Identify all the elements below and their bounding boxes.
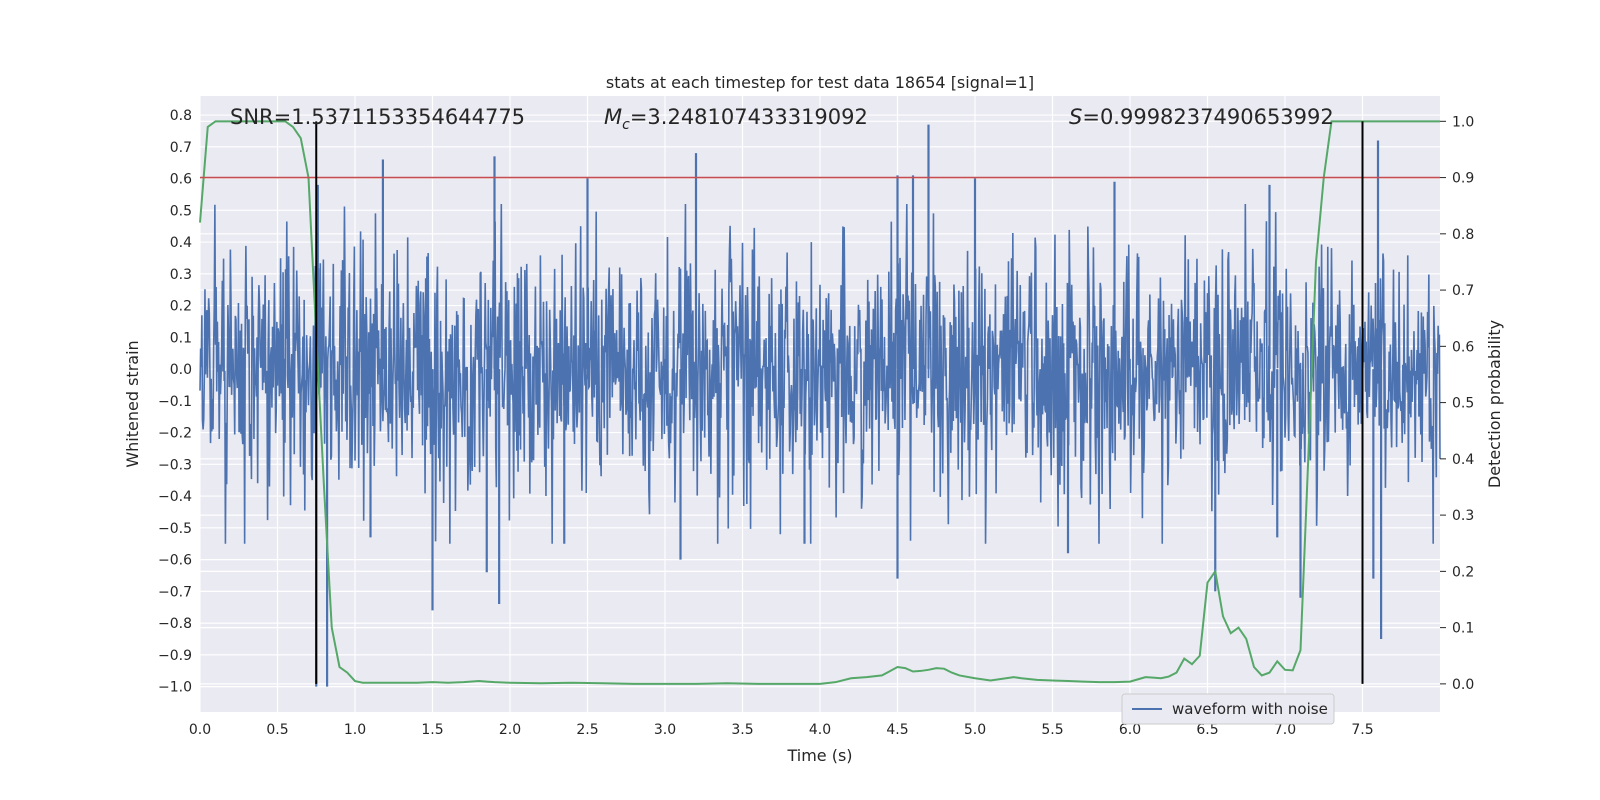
- s-annotation: S=0.9998237490653992: [1069, 105, 1334, 129]
- mc-annotation: Mc=3.248107433319092: [604, 105, 868, 133]
- y-left-tick-label: −0.9: [158, 648, 192, 664]
- x-tick-label: 3.5: [731, 722, 753, 738]
- y-left-tick-label: 0.8: [170, 108, 192, 124]
- y-right-tick-label: 0.8: [1452, 227, 1474, 243]
- y-left-tick-label: −0.5: [158, 521, 192, 537]
- mc-subscript: c: [622, 117, 630, 133]
- x-tick-label: 5.5: [1041, 722, 1063, 738]
- x-tick-label: 3.0: [654, 722, 676, 738]
- y-right-tick-label: 0.1: [1452, 621, 1474, 637]
- probability-line: [199, 120, 1440, 685]
- s-value: =0.9998237490653992: [1082, 105, 1333, 129]
- y-axis-label-left: Whitened strain: [123, 340, 142, 467]
- legend-label-waveform: waveform with noise: [1172, 700, 1328, 718]
- waveform-line: [199, 203, 1441, 544]
- x-axis-label: Time (s): [786, 746, 852, 765]
- y-right-tick-label: 0.6: [1452, 339, 1474, 355]
- x-tick-label: 0.0: [189, 722, 211, 738]
- y-left-tick-label: 0.5: [170, 203, 192, 219]
- y-left-tick-label: 0.2: [170, 299, 192, 315]
- y-right-tick-label: 1.0: [1452, 114, 1474, 130]
- y-right-tick-label: 0.0: [1452, 677, 1474, 693]
- y-left-tick-label: −0.6: [158, 553, 192, 569]
- x-tick-label: 6.0: [1119, 722, 1141, 738]
- x-tick-label: 4.0: [809, 722, 831, 738]
- y-left-tick-label: −0.4: [158, 489, 192, 505]
- x-tick-label: 2.0: [499, 722, 521, 738]
- x-tick-label: 1.5: [421, 722, 443, 738]
- y-left-tick-label: 0.4: [170, 235, 192, 251]
- snr-annotation: SNR=1.5371153354644775: [230, 105, 525, 129]
- x-tick-label: 7.0: [1274, 722, 1296, 738]
- y-left-tick-label: 0.0: [170, 362, 192, 378]
- y-right-tick-label: 0.7: [1452, 283, 1474, 299]
- legend: waveform with noise: [1121, 693, 1335, 725]
- y-left-tick-label: 0.3: [170, 267, 192, 283]
- x-tick-label: 6.5: [1196, 722, 1218, 738]
- y-left-tick-label: 0.6: [170, 172, 192, 188]
- y-left-tick-label: −0.3: [158, 457, 192, 473]
- y-left-tick-label: 0.1: [170, 330, 192, 346]
- mc-value: =3.248107433319092: [630, 105, 868, 129]
- markers: [200, 121, 1440, 684]
- y-right-tick-label: 0.5: [1452, 396, 1474, 412]
- y-right-tick-label: 0.2: [1452, 564, 1474, 580]
- x-tick-label: 0.5: [266, 722, 288, 738]
- x-tick-label: 5.0: [964, 722, 986, 738]
- y-axis-label-right: Detection probability: [1485, 320, 1504, 488]
- y-right-tick-label: 0.3: [1452, 508, 1474, 524]
- y-left-tick-label: −0.1: [158, 394, 192, 410]
- y-left-tick-label: 0.7: [170, 140, 192, 156]
- y-left-tick-label: −0.8: [158, 616, 192, 632]
- chart-title: stats at each timestep for test data 186…: [606, 73, 1034, 92]
- axes: 0.0 0.5 1.0 1.5 2.0 2.5 3.0 3.5 4.0 4.5 5.0 5.5 6.0 6…: [158, 108, 1474, 738]
- y-right-tick-label: 0.9: [1452, 171, 1474, 187]
- y-left-tick-label: −0.7: [158, 584, 192, 600]
- legend-box: [1121, 693, 1335, 725]
- y-right-tick-label: 0.4: [1452, 452, 1474, 468]
- mc-symbol: M: [604, 105, 622, 129]
- x-tick-label: 1.0: [344, 722, 366, 738]
- probability-series: [199, 120, 1440, 685]
- x-tick-label: 2.5: [576, 722, 598, 738]
- s-symbol: S: [1069, 105, 1082, 129]
- x-tick-label: 4.5: [886, 722, 908, 738]
- y-left-tick-label: −0.2: [158, 426, 192, 442]
- x-tick-label: 7.5: [1351, 722, 1373, 738]
- y-left-tick-label: −1.0: [158, 680, 192, 696]
